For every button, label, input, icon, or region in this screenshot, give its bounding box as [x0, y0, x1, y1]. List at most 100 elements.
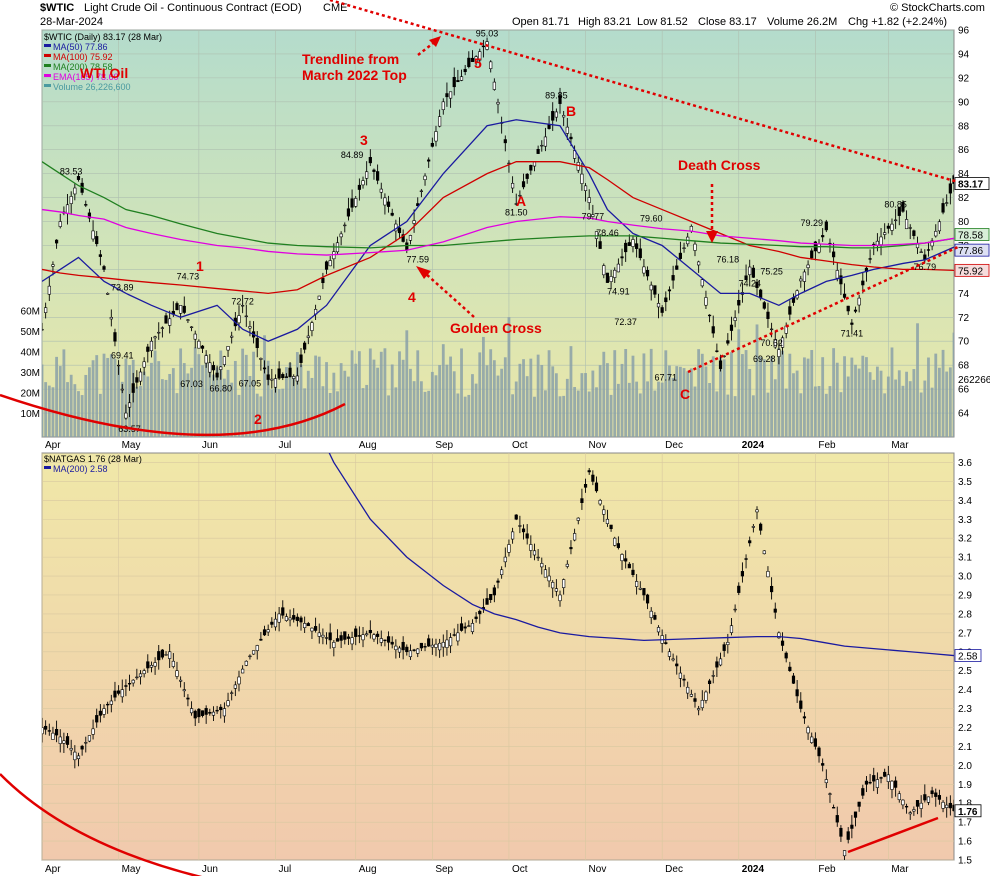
volume-bar: [616, 383, 620, 437]
natgas-candle-body: [69, 748, 73, 751]
natgas-candle-body: [565, 563, 569, 567]
volume-bar: [649, 348, 653, 437]
natgas-candle-body: [255, 645, 259, 651]
price-bars: [42, 37, 954, 420]
close-value: Close 83.17: [698, 16, 757, 28]
volume-bar: [365, 384, 369, 437]
price-candle-body: [711, 326, 715, 334]
price-candle-body: [164, 315, 168, 324]
price-label: 69.28: [753, 354, 776, 364]
golden-cross-arrow-head: [416, 266, 431, 279]
volume-bar: [292, 377, 296, 437]
volume-bar: [930, 387, 934, 437]
y-tick-label: 66: [958, 385, 970, 396]
volume-tick-label: 30M: [21, 368, 40, 379]
natgas-candle-body: [124, 685, 128, 687]
volume-bar: [529, 358, 533, 437]
legend-entry: Volume 26,226,600: [53, 82, 131, 92]
price-candle-body: [660, 307, 664, 313]
natgas-candle-body: [241, 668, 245, 674]
volume-bar: [755, 324, 759, 437]
price-label: 72.37: [614, 317, 637, 327]
month-label: Feb: [818, 440, 836, 451]
volume-bar: [638, 393, 642, 437]
price-label: 76.79: [914, 262, 937, 272]
price-candle-body: [667, 289, 672, 292]
natgas-panel: [41, 452, 955, 861]
natgas-candle-body: [496, 580, 500, 583]
price-candle-body: [718, 360, 723, 369]
volume-bar: [580, 373, 584, 437]
natgas-candle-body: [540, 563, 544, 568]
volume-bar: [248, 375, 252, 437]
price-candle-body: [200, 345, 205, 349]
volume-bar: [642, 353, 646, 437]
volume-bar: [751, 395, 755, 437]
last-value-text: 2.58: [958, 652, 978, 663]
natgas-candle-body: [65, 736, 70, 745]
price-candle-body: [54, 239, 59, 244]
volume-bar: [905, 371, 908, 437]
price-candle-body: [452, 76, 456, 88]
volume-axis: 10M 20M 30M 40M 50M 60M: [21, 307, 40, 421]
price-candle-body: [937, 221, 942, 232]
price-candle-body: [346, 208, 351, 217]
month-label: 2024: [742, 864, 765, 875]
natgas-candle-body: [616, 543, 620, 548]
price-candle-body: [160, 327, 164, 329]
last-value-tag: [954, 804, 982, 818]
volume-bar: [387, 395, 390, 437]
natgas-candle-body: [930, 790, 934, 795]
natgas-candle-body: [179, 679, 183, 682]
price-candle-body: [697, 261, 701, 266]
volume-bar: [88, 367, 91, 437]
natgas-candle-body: [270, 621, 274, 625]
natgas-candle-body: [748, 540, 752, 544]
price-candle-body: [186, 319, 190, 321]
volume-bar: [682, 368, 686, 437]
natgas-candle-body: [197, 708, 201, 718]
natgas-candle-body: [890, 780, 894, 790]
price-label: 79.77: [582, 211, 605, 221]
volume-bar: [595, 387, 598, 437]
price-candle-body: [868, 258, 872, 260]
price-label: 84.89: [341, 150, 364, 160]
ma200-line: [42, 161, 954, 249]
volume-bar: [879, 370, 883, 437]
volume-bar: [438, 365, 442, 437]
price-grid: [41, 29, 954, 437]
price-label: 79.60: [640, 213, 663, 223]
volume-bar: [489, 349, 493, 437]
natgas-candle-body: [642, 588, 646, 596]
natgas-candle-body: [233, 684, 237, 689]
natgas-candle-body: [76, 755, 81, 760]
volume-bar: [463, 396, 467, 437]
volume-bar: [850, 357, 854, 437]
natgas-candle-body: [839, 827, 843, 837]
price-candle-body: [303, 342, 307, 350]
volume-bar: [62, 349, 66, 437]
price-candle-body: [113, 332, 117, 342]
volume-bar: [270, 389, 274, 437]
natgas-candle-body: [230, 692, 234, 694]
y-tick-label: 96: [958, 26, 970, 37]
month-label: Sep: [435, 864, 453, 875]
natgas-candle-body: [554, 588, 558, 592]
volume-bar: [766, 392, 770, 437]
price-candle-body: [383, 197, 387, 206]
price-candle-body: [547, 124, 551, 129]
price-candle-body: [226, 346, 230, 351]
wave-5: 5: [474, 55, 482, 71]
volume-bar: [722, 359, 726, 437]
volume-bar: [55, 356, 58, 437]
volume-bar: [321, 386, 325, 437]
volume-bar: [58, 366, 62, 437]
price-label: 74.73: [177, 272, 200, 282]
price-candle-body: [42, 328, 44, 331]
natgas-candle-body: [346, 636, 351, 639]
natgas-candle-body: [733, 608, 737, 611]
volume-bar: [726, 394, 730, 437]
price-candle-body: [350, 198, 354, 208]
volume-bar: [186, 373, 190, 437]
natgas-candle-body: [547, 575, 551, 582]
